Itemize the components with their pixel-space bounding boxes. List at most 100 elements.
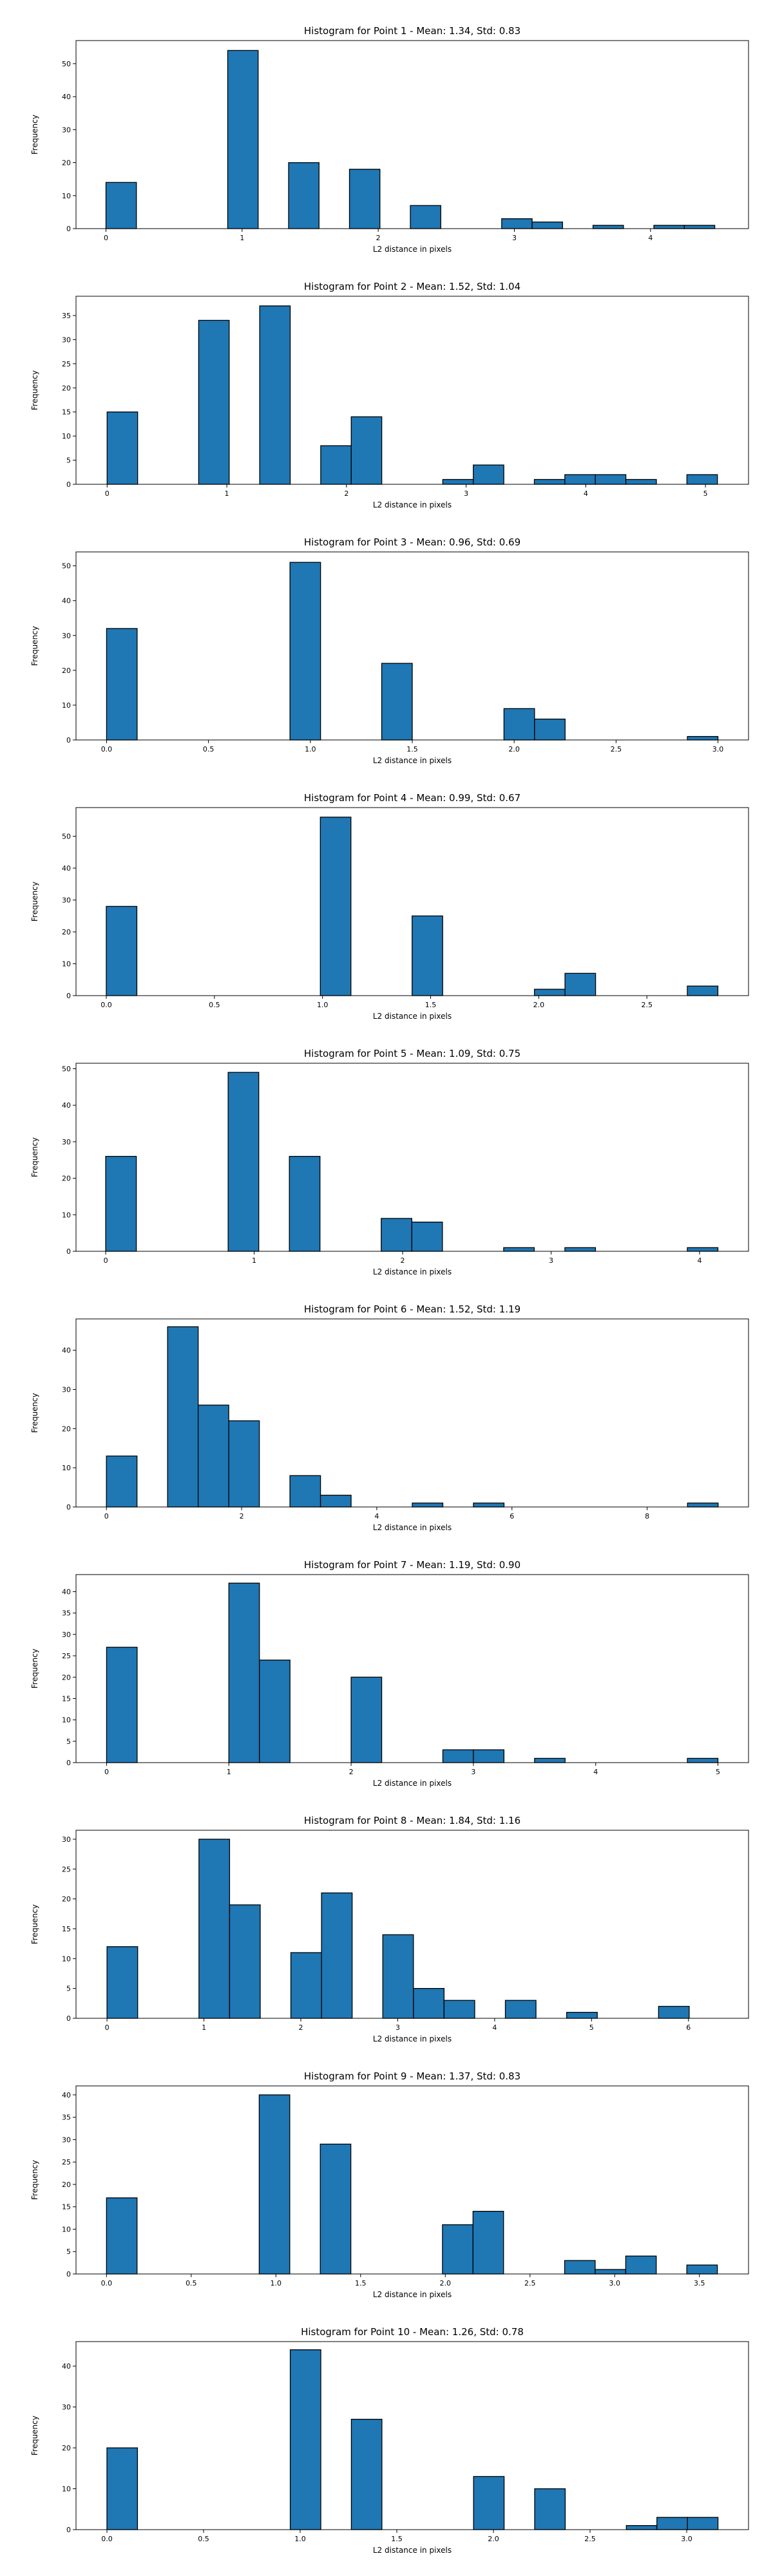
y-tick-label: 25 bbox=[62, 2158, 71, 2166]
histogram-bar bbox=[656, 2517, 688, 2530]
histogram-bar bbox=[443, 2000, 475, 2019]
histogram-bar bbox=[686, 474, 718, 485]
x-tick-label: 3 bbox=[396, 2023, 400, 2032]
x-tick-label: 0.0 bbox=[100, 1001, 112, 1009]
histogram-bar bbox=[198, 319, 230, 485]
x-tick-label: 2 bbox=[349, 1768, 354, 1776]
y-tick-label: 30 bbox=[62, 1138, 71, 1146]
y-axis-label: Frequency bbox=[30, 1393, 39, 1433]
y-tick-label: 35 bbox=[62, 312, 71, 320]
histogram-bar bbox=[564, 972, 596, 996]
chart-title: Histogram for Point 5 - Mean: 1.09, Std:… bbox=[304, 1048, 520, 1059]
x-tick-label: 6 bbox=[510, 1512, 514, 1520]
y-tick-label: 30 bbox=[62, 1835, 71, 1844]
x-tick-label: 0 bbox=[104, 1256, 108, 1265]
x-tick-label: 1.5 bbox=[406, 745, 418, 753]
y-tick-label: 20 bbox=[62, 667, 71, 675]
y-tick-label: 5 bbox=[66, 2248, 71, 2256]
histogram-bar bbox=[288, 162, 320, 229]
histogram-bar bbox=[167, 1326, 199, 1508]
x-tick-label: 0 bbox=[105, 2023, 110, 2032]
y-tick-label: 10 bbox=[62, 432, 71, 440]
y-tick-label: 30 bbox=[62, 1631, 71, 1639]
x-tick-label: 1 bbox=[202, 2023, 206, 2032]
y-tick-label: 50 bbox=[62, 60, 71, 68]
y-axis-label: Frequency bbox=[30, 1649, 39, 1689]
y-tick-label: 20 bbox=[62, 1175, 71, 1183]
histogram-bar bbox=[625, 2255, 657, 2275]
y-tick-label: 10 bbox=[62, 1464, 71, 1472]
x-tick-label: 2.0 bbox=[508, 745, 520, 753]
y-tick-label: 0 bbox=[66, 480, 71, 489]
y-axis-label: Frequency bbox=[30, 1904, 39, 1944]
y-tick-label: 0 bbox=[66, 2014, 71, 2023]
x-tick-label: 0 bbox=[104, 1512, 109, 1520]
histogram-bar bbox=[473, 2476, 505, 2530]
histogram-bar bbox=[350, 2418, 383, 2530]
x-tick-label: 0.5 bbox=[186, 2279, 197, 2287]
y-tick-label: 5 bbox=[66, 1985, 71, 1993]
histogram-bar bbox=[442, 1749, 474, 1763]
x-axis-label: L2 distance in pixels bbox=[373, 245, 452, 254]
y-tick-label: 0 bbox=[66, 1759, 71, 1767]
x-axis-label: L2 distance in pixels bbox=[373, 1523, 452, 1532]
x-tick-label: 2.5 bbox=[584, 2535, 596, 2543]
x-tick-label: 2.0 bbox=[533, 1001, 545, 1009]
x-axis-label: L2 distance in pixels bbox=[373, 756, 452, 765]
histogram-bar bbox=[413, 1987, 445, 2019]
histogram-bar bbox=[410, 205, 441, 229]
histogram-bar bbox=[411, 1221, 443, 1252]
chart-title: Histogram for Point 9 - Mean: 1.37, Std:… bbox=[304, 2070, 520, 2082]
histogram-bar bbox=[321, 1892, 353, 2019]
histogram-bar bbox=[595, 474, 627, 485]
x-tick-label: 0 bbox=[104, 1768, 109, 1776]
histogram-bar bbox=[320, 817, 352, 996]
y-tick-label: 0 bbox=[66, 1247, 71, 1256]
y-tick-label: 40 bbox=[62, 1588, 71, 1596]
axes-frame bbox=[75, 1318, 749, 1508]
chart-title: Histogram for Point 1 - Mean: 1.34, Std:… bbox=[304, 25, 520, 37]
histogram-bar bbox=[105, 182, 137, 229]
histogram-bar bbox=[687, 1757, 719, 1763]
histogram-panel-4: Histogram for Point 4 - Mean: 0.99, Std:… bbox=[30, 792, 749, 1021]
y-tick-label: 10 bbox=[62, 192, 71, 200]
x-tick-label: 1.5 bbox=[425, 1001, 437, 1009]
y-tick-label: 30 bbox=[62, 896, 71, 905]
histogram-bar bbox=[687, 2517, 719, 2530]
x-tick-label: 1 bbox=[240, 234, 244, 242]
x-tick-label: 4 bbox=[584, 489, 588, 498]
x-tick-label: 3 bbox=[464, 489, 468, 498]
x-axis-label: L2 distance in pixels bbox=[373, 2034, 452, 2043]
y-tick-label: 0 bbox=[66, 992, 71, 1000]
x-tick-label: 1.0 bbox=[317, 1001, 329, 1009]
histogram-bar bbox=[533, 989, 566, 996]
x-tick-label: 4 bbox=[648, 234, 653, 242]
histogram-bar bbox=[592, 225, 624, 229]
histogram-panel-5: Histogram for Point 5 - Mean: 1.09, Std:… bbox=[30, 1048, 749, 1276]
y-tick-label: 15 bbox=[62, 2203, 71, 2211]
y-tick-label: 40 bbox=[62, 597, 71, 605]
histogram-bar bbox=[289, 1155, 321, 1252]
x-tick-label: 3 bbox=[471, 1768, 475, 1776]
x-axis-label: L2 distance in pixels bbox=[373, 1012, 452, 1021]
x-tick-label: 0.0 bbox=[101, 2535, 113, 2543]
histogram-bar bbox=[534, 1757, 566, 1763]
histogram-panel-2: Histogram for Point 2 - Mean: 1.52, Std:… bbox=[30, 281, 749, 509]
histogram-bar bbox=[412, 1502, 444, 1508]
chart-title: Histogram for Point 10 - Mean: 1.26, Std… bbox=[301, 2326, 524, 2338]
y-tick-label: 0 bbox=[66, 736, 71, 744]
x-tick-label: 2 bbox=[401, 1256, 405, 1265]
x-tick-label: 5 bbox=[716, 1768, 720, 1776]
histogram-bar bbox=[625, 2524, 658, 2530]
chart-title: Histogram for Point 8 - Mean: 1.84, Std:… bbox=[304, 1815, 520, 1826]
x-tick-label: 2 bbox=[299, 2023, 303, 2032]
y-tick-label: 20 bbox=[62, 2444, 71, 2452]
y-tick-label: 10 bbox=[62, 701, 71, 710]
histogram-bar bbox=[687, 735, 719, 741]
y-tick-label: 40 bbox=[62, 1347, 71, 1355]
y-tick-label: 50 bbox=[62, 833, 71, 841]
x-tick-label: 1.0 bbox=[294, 2535, 306, 2543]
histogram-bar bbox=[531, 222, 563, 229]
histogram-bar bbox=[289, 1475, 321, 1508]
x-axis-label: L2 distance in pixels bbox=[373, 1779, 452, 1788]
